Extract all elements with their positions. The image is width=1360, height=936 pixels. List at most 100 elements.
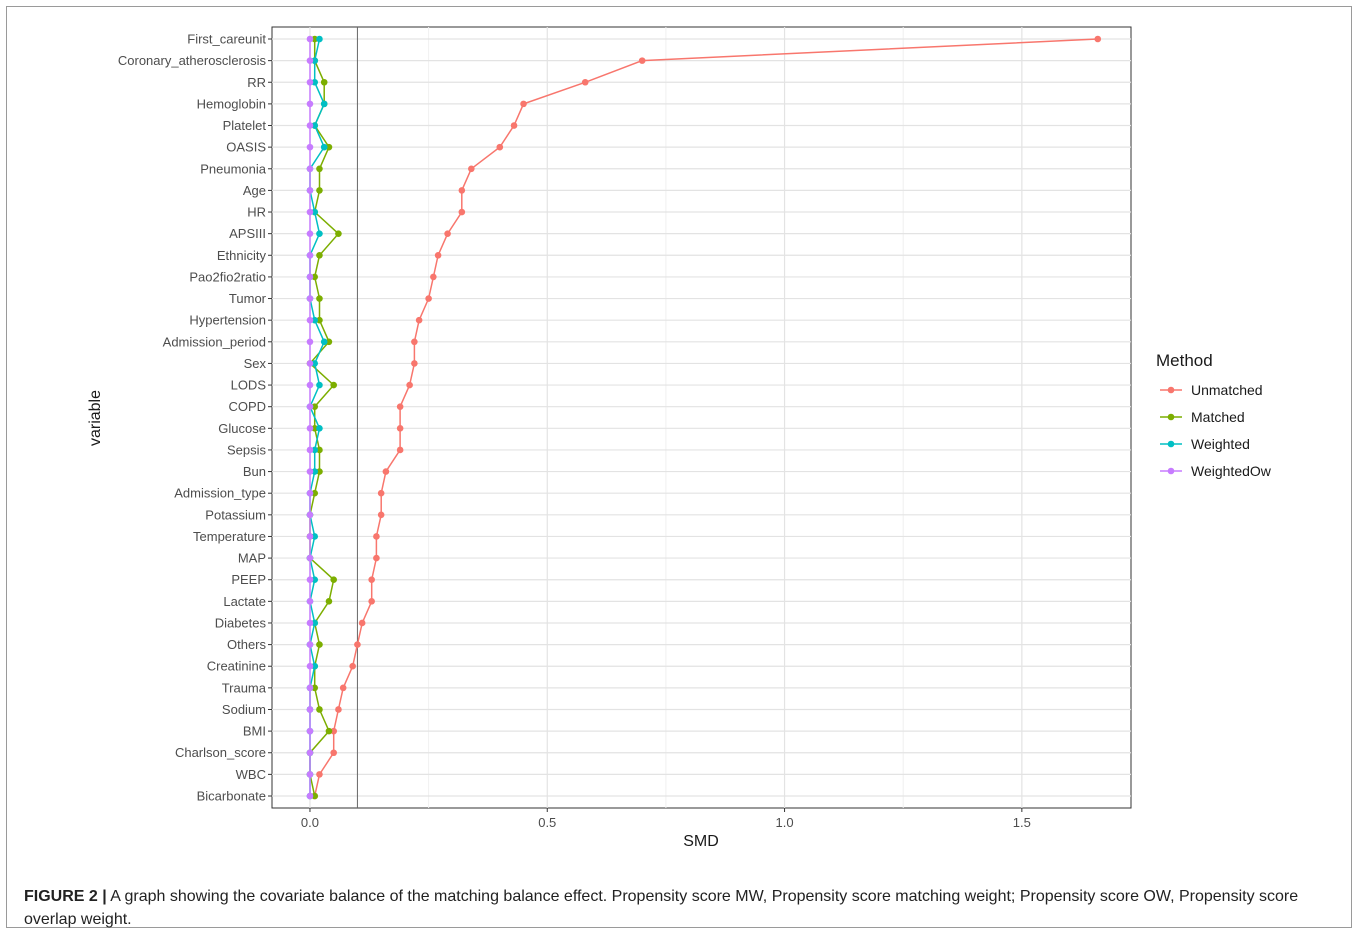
legend-marker — [1167, 386, 1175, 394]
y-tick-label: First_careunit — [187, 32, 266, 47]
data-point — [320, 338, 328, 346]
data-point — [638, 57, 646, 64]
data-point — [306, 792, 314, 800]
data-point — [406, 381, 413, 389]
data-point — [306, 489, 314, 497]
data-point — [316, 468, 323, 475]
y-tick-label: Pneumonia — [200, 161, 267, 176]
data-point — [316, 425, 323, 432]
data-point — [316, 641, 323, 648]
data-point — [311, 684, 319, 692]
data-point — [330, 727, 337, 735]
data-point — [311, 78, 319, 86]
data-point — [325, 727, 333, 735]
smd-chart: First_careunit Coronary_atherosclerosis RR… — [87, 26, 1272, 850]
data-point — [311, 576, 319, 584]
y-tick-label: Platelet — [223, 118, 267, 133]
legend-label: Weighted — [1191, 436, 1250, 452]
data-point — [382, 468, 390, 475]
series-line-unmatched — [313, 38, 1098, 797]
data-point — [320, 78, 328, 86]
data-point — [325, 338, 333, 346]
data-point — [316, 381, 323, 389]
series-unmatched — [311, 35, 1102, 800]
y-tick-label: Pao2fio2ratio — [189, 269, 266, 284]
data-point — [377, 489, 385, 497]
data-point — [306, 771, 314, 778]
y-tick-label: LODS — [231, 378, 267, 393]
data-point — [311, 122, 319, 129]
data-point — [1094, 35, 1102, 43]
data-point — [306, 727, 314, 735]
y-tick-label: Potassium — [205, 507, 266, 522]
data-point — [316, 316, 323, 324]
y-tick-label: Trauma — [222, 680, 267, 695]
x-tick-label: 0.0 — [301, 815, 319, 830]
y-tick-label: COPD — [228, 399, 266, 414]
y-axis-title: variable — [87, 390, 104, 446]
y-tick-label: BMI — [243, 724, 266, 739]
plot-panel — [271, 26, 1132, 809]
legend-item-unmatched: Unmatched — [1160, 382, 1263, 398]
data-point — [311, 316, 319, 324]
x-tick-label: 1.0 — [776, 815, 794, 830]
data-point — [306, 403, 314, 410]
data-point — [325, 143, 333, 151]
data-point — [368, 598, 375, 605]
data-point — [306, 360, 314, 367]
data-point — [306, 122, 314, 129]
data-point — [411, 338, 418, 346]
y-tick-label: Lactate — [223, 594, 266, 609]
legend-marker — [1167, 440, 1175, 448]
caption-label: FIGURE 2 | — [24, 888, 107, 905]
data-point — [349, 662, 356, 670]
data-point — [306, 35, 314, 43]
data-point — [373, 533, 380, 540]
data-point — [335, 706, 342, 713]
data-point — [311, 468, 319, 475]
data-point — [316, 706, 323, 713]
data-point — [306, 230, 314, 237]
data-point — [396, 425, 404, 432]
x-axis-title: SMD — [683, 833, 719, 850]
legend-marker — [1167, 467, 1175, 475]
y-tick-label: Bun — [243, 464, 266, 479]
y-tick-label: Tumor — [229, 291, 267, 306]
data-point — [411, 360, 418, 367]
data-point — [306, 576, 314, 584]
y-tick-label: Glucose — [218, 421, 266, 436]
data-point — [306, 165, 314, 173]
y-tick-label: Sodium — [222, 702, 266, 717]
data-point — [320, 100, 328, 108]
y-tick-label: APSIII — [229, 226, 266, 241]
legend-item-weighted: Weighted — [1160, 436, 1250, 452]
data-point — [520, 100, 527, 108]
data-point — [311, 446, 319, 454]
legend-label: Matched — [1191, 409, 1245, 425]
data-point — [434, 251, 442, 259]
data-point — [306, 598, 314, 605]
data-point — [306, 684, 314, 692]
data-point — [306, 338, 314, 346]
legend-item-matched: Matched — [1160, 409, 1245, 425]
data-point — [311, 425, 319, 432]
data-point — [335, 230, 342, 237]
data-point — [311, 273, 319, 281]
data-point — [316, 187, 323, 194]
data-point — [306, 208, 314, 216]
x-tick-label: 1.5 — [1013, 815, 1031, 830]
data-point — [396, 403, 404, 410]
data-point — [316, 230, 323, 237]
data-point — [368, 576, 375, 584]
data-point — [306, 381, 314, 389]
data-point — [496, 143, 504, 151]
data-point — [316, 251, 323, 259]
data-point — [425, 295, 432, 302]
y-tick-label: Creatinine — [207, 659, 266, 674]
data-point — [306, 662, 314, 670]
data-point — [306, 251, 314, 259]
data-point — [444, 230, 451, 237]
data-point — [311, 533, 319, 540]
data-point — [306, 446, 314, 454]
data-point — [415, 316, 423, 324]
